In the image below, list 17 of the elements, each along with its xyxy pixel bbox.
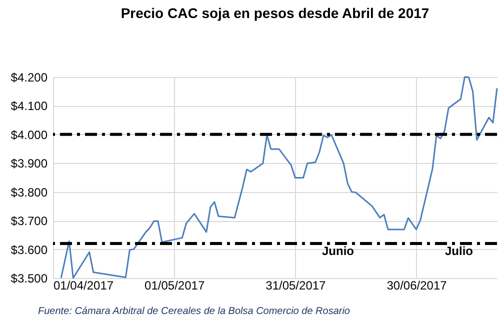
y-tick-label: $4.200 xyxy=(10,70,48,84)
x-tick-label: 30/06/2017 xyxy=(386,278,448,292)
y-tick-label: $3.500 xyxy=(10,272,48,286)
chart-title: Precio CAC soja en pesos desde Abril de 2017 xyxy=(120,5,430,21)
y-tick-label: $3.900 xyxy=(10,156,48,171)
x-tick-label: 01/05/2017 xyxy=(144,278,205,292)
x-tick-label: 31/05/2017 xyxy=(266,278,326,292)
annotation: Julio xyxy=(445,244,474,258)
y-tick-label: $3.700 xyxy=(10,214,48,228)
x-tick-label: 01/04/2017 xyxy=(54,278,114,292)
line-series xyxy=(60,76,498,279)
y-tick-label: $3.800 xyxy=(10,185,48,200)
y-tick-label: $3.600 xyxy=(10,242,48,257)
y-tick-label: $4.000 xyxy=(10,128,48,142)
y-tick-label: $4.100 xyxy=(10,99,48,114)
annotation: Junio xyxy=(322,244,354,258)
source-note: Fuente: Cámara Arbitral de Cereales de la Bolsa Comercio de Rosario xyxy=(38,306,350,317)
